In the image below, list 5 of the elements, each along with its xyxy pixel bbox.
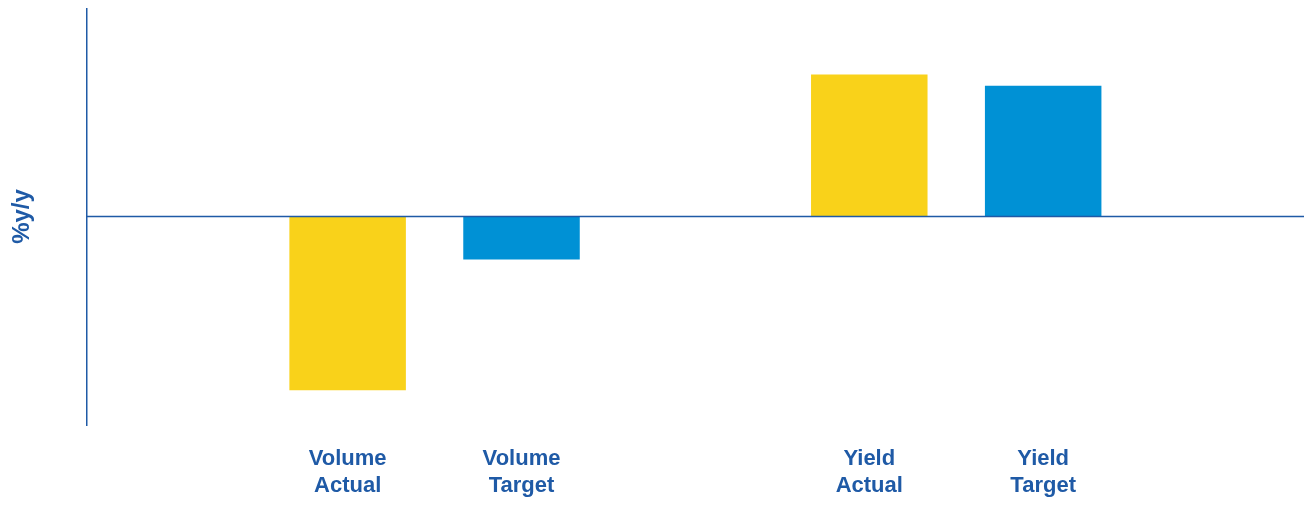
x-tick-label: Yield Actual bbox=[835, 444, 903, 498]
x-tick-label: Yield Target bbox=[1010, 444, 1077, 498]
x-tick-label: Volume Actual bbox=[308, 444, 387, 498]
x-tick-label: Volume Target bbox=[482, 444, 561, 498]
y-axis-title: %y/y bbox=[7, 188, 35, 244]
